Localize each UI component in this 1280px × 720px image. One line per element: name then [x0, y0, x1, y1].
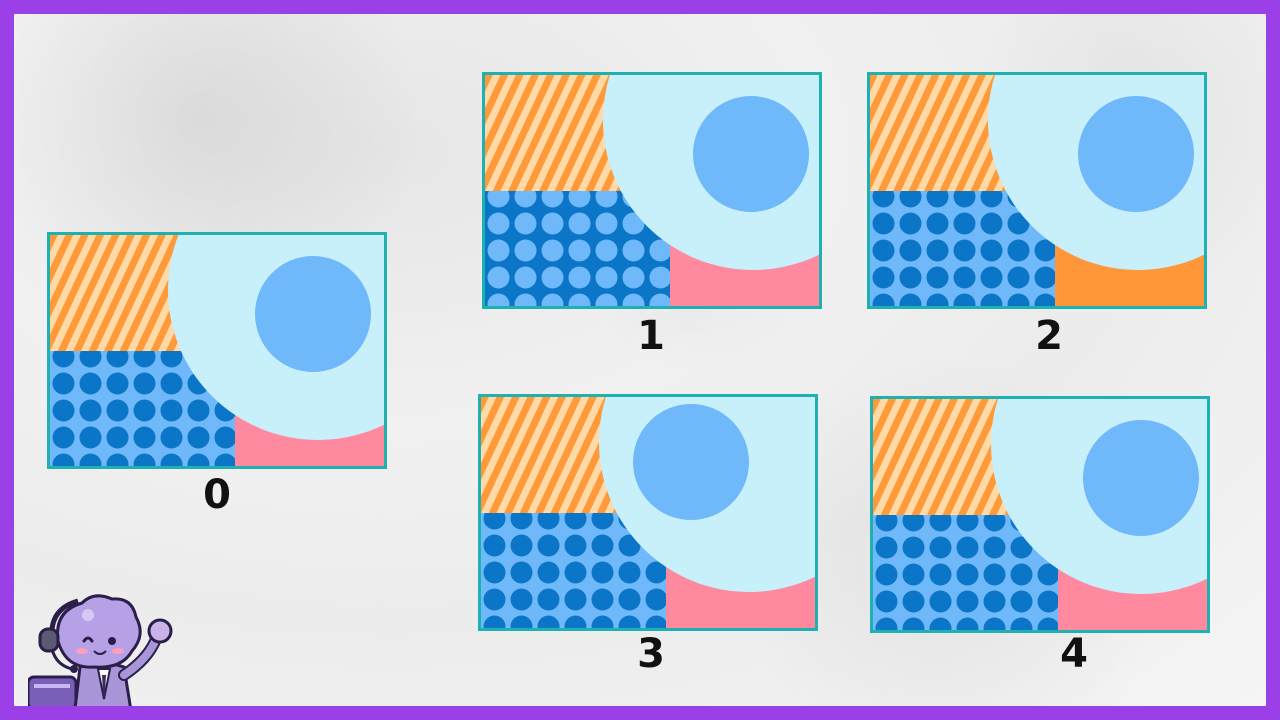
- mascot-icon: [28, 594, 173, 706]
- option-label-4: 4: [1060, 631, 1088, 677]
- option-card-2[interactable]: [867, 72, 1207, 309]
- option-4-picture: [873, 399, 1207, 630]
- option-card-4[interactable]: [870, 396, 1210, 633]
- option-label-3: 3: [637, 631, 665, 677]
- option-card-0[interactable]: [47, 232, 387, 469]
- option-card-1[interactable]: [482, 72, 822, 309]
- background-panel: 0 1: [14, 14, 1266, 706]
- option-0-picture: [50, 235, 384, 466]
- option-card-3[interactable]: [478, 394, 818, 631]
- option-label-2: 2: [1035, 313, 1063, 359]
- option-3-picture: [481, 397, 815, 628]
- option-label-1: 1: [637, 313, 665, 359]
- option-2-picture: [870, 75, 1204, 306]
- option-1-picture: [485, 75, 819, 306]
- option-label-0: 0: [203, 472, 231, 518]
